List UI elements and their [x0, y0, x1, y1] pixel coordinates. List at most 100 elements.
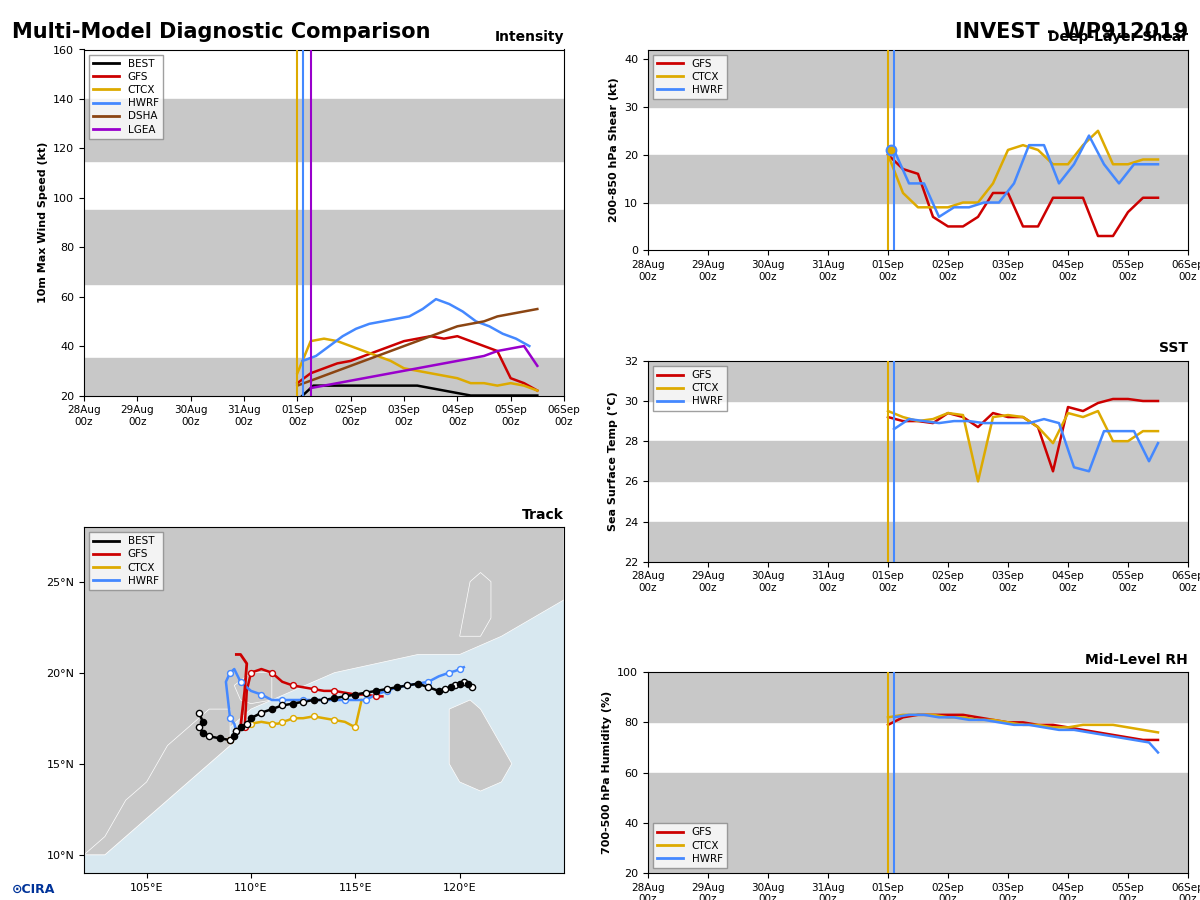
Point: [252, 706, 271, 720]
Legend: BEST, GFS, CTCX, HWRF: BEST, GFS, CTCX, HWRF: [89, 532, 163, 590]
Point: [241, 716, 260, 731]
Text: Deep-Layer Shear: Deep-Layer Shear: [1048, 31, 1188, 44]
Point: [190, 706, 209, 720]
Y-axis label: 10m Max Wind Speed (kt): 10m Max Wind Speed (kt): [37, 142, 48, 303]
Point: [241, 665, 260, 680]
Point: [398, 679, 418, 693]
Bar: [648, 50, 1188, 107]
Polygon shape: [84, 709, 230, 855]
Point: [221, 733, 240, 747]
Point: [346, 720, 365, 734]
Point: [263, 716, 282, 731]
Point: [446, 679, 466, 693]
Text: ⊙CIRA: ⊙CIRA: [12, 883, 55, 896]
Point: [283, 679, 302, 693]
Point: [241, 711, 260, 725]
Point: [272, 698, 292, 713]
Polygon shape: [84, 527, 564, 855]
Point: [419, 675, 438, 689]
Point: [227, 724, 246, 738]
Point: [366, 684, 385, 698]
Text: SST: SST: [1159, 341, 1188, 356]
Point: [346, 688, 365, 702]
Point: [227, 724, 246, 738]
Point: [356, 693, 376, 707]
Point: [455, 675, 474, 689]
Text: Multi-Model Diagnostic Comparison: Multi-Model Diagnostic Comparison: [12, 22, 431, 42]
Point: [193, 715, 212, 729]
Legend: GFS, CTCX, HWRF: GFS, CTCX, HWRF: [653, 55, 727, 99]
Point: [442, 680, 461, 695]
Point: [263, 702, 282, 716]
Point: [238, 716, 257, 731]
Polygon shape: [449, 700, 512, 791]
Point: [210, 731, 229, 745]
Point: [304, 682, 323, 697]
Point: [366, 689, 385, 704]
Point: [252, 688, 271, 702]
Point: [325, 691, 344, 706]
Point: [450, 662, 469, 676]
Point: [462, 680, 481, 695]
Y-axis label: 200-850 hPa Shear (kt): 200-850 hPa Shear (kt): [608, 77, 618, 222]
Point: [221, 733, 240, 747]
Text: Track: Track: [522, 508, 564, 522]
Point: [283, 697, 302, 711]
Point: [227, 724, 246, 738]
Point: [388, 680, 407, 695]
Bar: [648, 772, 1188, 873]
Point: [294, 695, 313, 709]
Y-axis label: Sea Surface Temp (°C): Sea Surface Temp (°C): [608, 392, 618, 531]
Bar: [84, 358, 564, 395]
Point: [283, 711, 302, 725]
Legend: GFS, CTCX, HWRF: GFS, CTCX, HWRF: [653, 366, 727, 410]
Point: [304, 709, 323, 724]
Text: Mid-Level RH: Mid-Level RH: [1085, 652, 1188, 667]
Bar: [84, 210, 564, 284]
Text: Intensity: Intensity: [494, 31, 564, 44]
Y-axis label: 700-500 hPa Humidity (%): 700-500 hPa Humidity (%): [601, 691, 612, 854]
Polygon shape: [460, 572, 491, 636]
Point: [230, 675, 250, 689]
Point: [419, 680, 438, 695]
Point: [221, 733, 240, 747]
Text: INVEST - WP912019: INVEST - WP912019: [955, 22, 1188, 42]
Point: [272, 715, 292, 729]
Point: [263, 665, 282, 680]
Point: [199, 729, 218, 743]
Point: [439, 665, 458, 680]
Point: [221, 665, 240, 680]
Point: [325, 684, 344, 698]
Point: [227, 724, 246, 738]
Point: [450, 677, 469, 691]
Legend: BEST, GFS, CTCX, HWRF, DSHA, LGEA: BEST, GFS, CTCX, HWRF, DSHA, LGEA: [89, 55, 163, 139]
Point: [190, 720, 209, 734]
Point: [458, 677, 478, 691]
Point: [436, 682, 455, 697]
Bar: [648, 441, 1188, 482]
Point: [221, 711, 240, 725]
Polygon shape: [234, 672, 272, 704]
Point: [335, 689, 354, 704]
Point: [304, 693, 323, 707]
Point: [294, 693, 313, 707]
Bar: [648, 521, 1188, 562]
Point: [325, 713, 344, 727]
Point: [224, 729, 244, 743]
Point: [398, 679, 418, 693]
Point: [314, 693, 334, 707]
Bar: [648, 155, 1188, 202]
Point: [408, 677, 427, 691]
Point: [377, 682, 396, 697]
Point: [230, 720, 250, 734]
Point: [272, 693, 292, 707]
Point: [335, 693, 354, 707]
Legend: GFS, CTCX, HWRF: GFS, CTCX, HWRF: [653, 824, 727, 868]
Point: [193, 725, 212, 740]
Bar: [84, 99, 564, 161]
Point: [235, 720, 254, 734]
Point: [314, 693, 334, 707]
Bar: [648, 361, 1188, 401]
Point: [377, 684, 396, 698]
Bar: [648, 672, 1188, 723]
